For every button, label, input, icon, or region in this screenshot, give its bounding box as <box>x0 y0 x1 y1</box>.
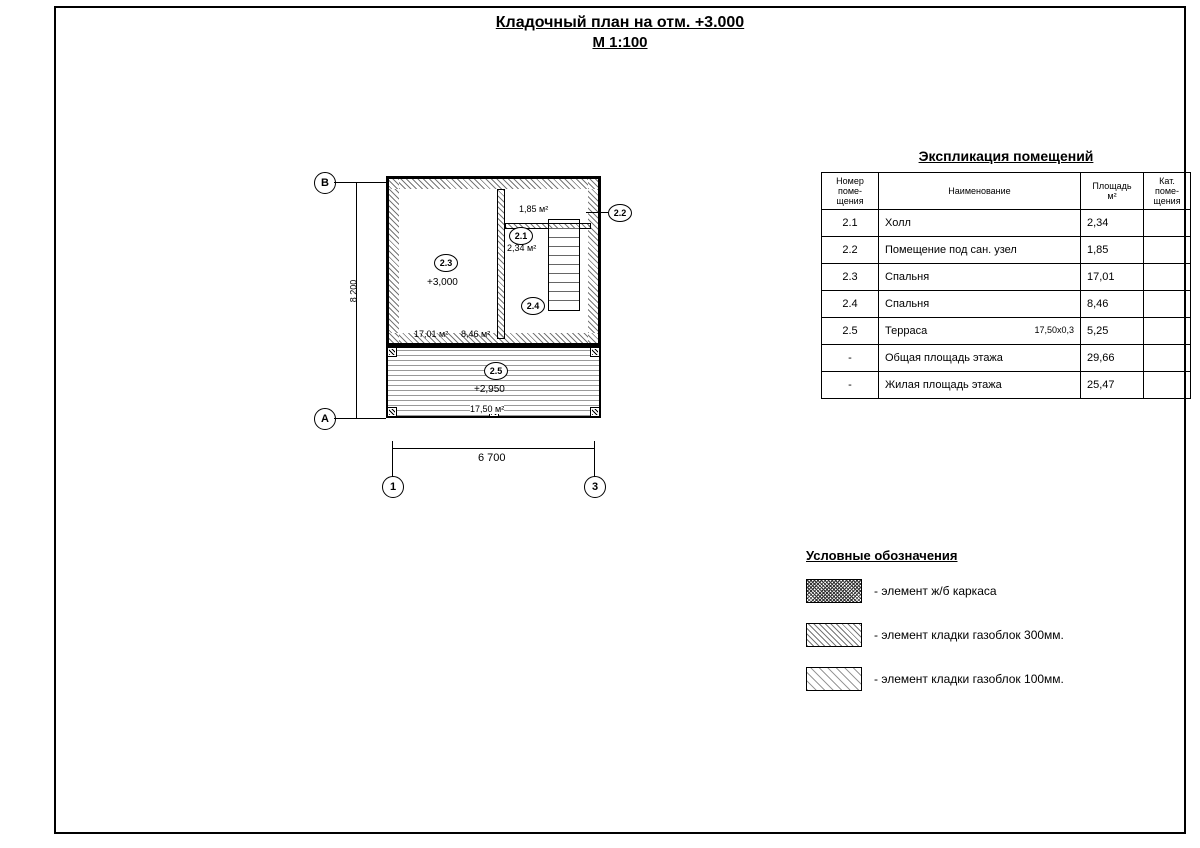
cell-cat <box>1144 291 1191 318</box>
cell-name: Жилая площадь этажа <box>879 372 1081 399</box>
col-num: Номер поме- щения <box>822 173 879 210</box>
pier-icon <box>590 407 600 417</box>
cell-name: Общая площадь этажа <box>879 345 1081 372</box>
grid-line <box>392 441 393 477</box>
cell-area: 17,01 <box>1081 264 1144 291</box>
explication-block: Экспликация помещений Номер поме- щения … <box>821 148 1191 399</box>
cell-area: 29,66 <box>1081 345 1144 372</box>
cell-num: 2.2 <box>822 237 879 264</box>
drawing-scale: М 1:100 <box>56 34 1184 51</box>
cell-name: Помещение под сан. узел <box>879 237 1081 264</box>
area-2-2: 1,85 м² <box>519 204 548 214</box>
grid-bubble-1: 1 <box>382 476 404 498</box>
table-row: 2.1Холл2,34 <box>822 210 1191 237</box>
table-header-row: Номер поме- щения Наименование Площадь м… <box>822 173 1191 210</box>
area-2-5: 17,50 м² <box>470 404 504 414</box>
cell-num: 2.5 <box>822 318 879 345</box>
outer-wall: 2.3 +3,000 2.1 2.4 1,85 м² 2,34 м² 17,01… <box>386 176 601 346</box>
staircase <box>548 219 580 311</box>
cell-area: 2,34 <box>1081 210 1144 237</box>
cell-area: 8,46 <box>1081 291 1144 318</box>
grid-bubble-a: A <box>314 408 336 430</box>
partition-vertical <box>497 189 505 339</box>
dim-width: 6 700 <box>478 452 506 464</box>
pier-icon <box>590 347 600 357</box>
level-main: +3,000 <box>427 277 458 288</box>
pier-icon <box>387 407 397 417</box>
room-tag-2-4: 2.4 <box>521 297 545 315</box>
grid-bubble-b: B <box>314 172 336 194</box>
legend-block: Условные обозначения - элемент ж/б карка… <box>806 548 1064 711</box>
col-name: Наименование <box>879 173 1081 210</box>
title-block: Кладочный план на отм. +3.000 М 1:100 <box>56 14 1184 51</box>
legend-label: - элемент кладки газоблок 300мм. <box>874 628 1064 642</box>
explication-table: Номер поме- щения Наименование Площадь м… <box>821 172 1191 399</box>
drawing-sheet: Кладочный план на отм. +3.000 М 1:100 <box>0 0 1200 848</box>
table-row: 2.5Терраса17,50x0,35,25 <box>822 318 1191 345</box>
cell-cat <box>1144 237 1191 264</box>
cell-cat <box>1144 345 1191 372</box>
drawing-title: Кладочный план на отм. +3.000 <box>56 14 1184 32</box>
grid-line <box>334 182 386 183</box>
col-area: Площадь м² <box>1081 173 1144 210</box>
cell-cat <box>1144 372 1191 399</box>
cell-num: 2.4 <box>822 291 879 318</box>
table-row: -Жилая площадь этажа25,47 <box>822 372 1191 399</box>
pier-icon <box>387 347 397 357</box>
table-row: 2.2Помещение под сан. узел1,85 <box>822 237 1191 264</box>
cell-area: 1,85 <box>1081 237 1144 264</box>
cell-name: Холл <box>879 210 1081 237</box>
table-row: 2.4Спальня8,46 <box>822 291 1191 318</box>
legend-label: - элемент ж/б каркаса <box>874 584 997 598</box>
table-row: 2.3Спальня17,01 <box>822 264 1191 291</box>
room-tag-2-5: 2.5 <box>484 362 508 380</box>
sheet-frame: Кладочный план на отм. +3.000 М 1:100 <box>54 6 1186 834</box>
grid-bubble-3: 3 <box>584 476 606 498</box>
floor-plan: 2.3 +3,000 2.1 2.4 1,85 м² 2,34 м² 17,01… <box>386 176 601 441</box>
cell-num: 2.1 <box>822 210 879 237</box>
cell-cat <box>1144 210 1191 237</box>
legend-swatch <box>806 579 862 603</box>
explication-title: Экспликация помещений <box>821 148 1191 164</box>
cell-cat <box>1144 318 1191 345</box>
col-cat: Кат. поме- щения <box>1144 173 1191 210</box>
legend-swatch <box>806 667 862 691</box>
dim-height: 8 200 <box>348 280 358 303</box>
level-terrace: +2,950 <box>474 384 505 395</box>
legend-row: - элемент кладки газоблок 100мм. <box>806 667 1064 691</box>
cell-cat <box>1144 264 1191 291</box>
cell-name: Спальня <box>879 291 1081 318</box>
grid-line <box>594 441 595 477</box>
cell-num: 2.3 <box>822 264 879 291</box>
cell-num: - <box>822 345 879 372</box>
cell-area: 25,47 <box>1081 372 1144 399</box>
cell-name: Терраса17,50x0,3 <box>879 318 1081 345</box>
area-2-4: 8,46 м² <box>461 329 490 339</box>
cell-area: 5,25 <box>1081 318 1144 345</box>
cell-num: - <box>822 372 879 399</box>
callout-line <box>586 212 608 213</box>
area-2-3: 17,01 м² <box>414 329 448 339</box>
cell-name: Спальня <box>879 264 1081 291</box>
table-row: -Общая площадь этажа29,66 <box>822 345 1191 372</box>
room-tag-2-2: 2.2 <box>608 204 632 222</box>
dim-line-h <box>392 448 594 449</box>
terrace: 2.5 +2,950 17,50 м² <box>386 346 601 418</box>
legend-label: - элемент кладки газоблок 100мм. <box>874 672 1064 686</box>
legend-row: - элемент ж/б каркаса <box>806 579 1064 603</box>
grid-line <box>334 418 386 419</box>
legend-swatch <box>806 623 862 647</box>
legend-row: - элемент кладки газоблок 300мм. <box>806 623 1064 647</box>
room-tag-2-3: 2.3 <box>434 254 458 272</box>
area-2-1: 2,34 м² <box>507 243 536 253</box>
legend-title: Условные обозначения <box>806 548 1064 563</box>
